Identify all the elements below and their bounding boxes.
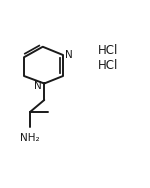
Text: HCl: HCl [98,44,118,57]
Text: NH₂: NH₂ [20,133,40,143]
Text: N: N [65,50,73,60]
Text: HCl: HCl [98,59,118,72]
Text: N: N [34,81,41,91]
